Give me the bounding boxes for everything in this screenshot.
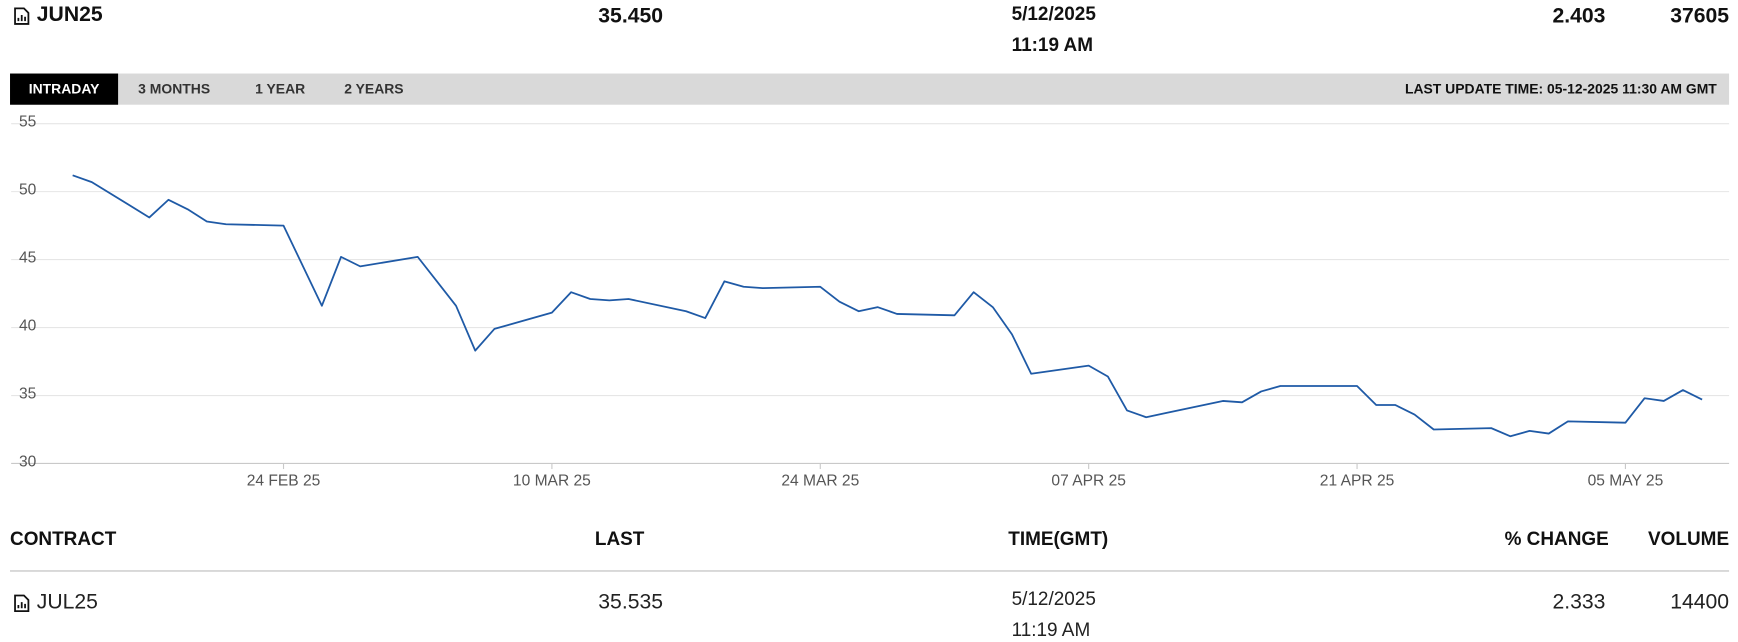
contract-name[interactable]: JUN25 [36, 3, 103, 27]
x-tick-label: 24 MAR 25 [781, 472, 859, 489]
row-volume: 14400 [1670, 590, 1730, 614]
last-update: LAST UPDATE TIME: 05-12-2025 11:30 AM GM… [1404, 81, 1717, 97]
x-tick-label: 10 MAR 25 [513, 472, 591, 489]
y-tick-label: 30 [19, 453, 37, 470]
x-tick-label: 05 MAY 25 [1588, 472, 1664, 489]
row-last: 35.535 [598, 590, 664, 614]
column-header: LAST [594, 528, 645, 550]
column-header: TIME(GMT) [1008, 528, 1109, 550]
price-line [72, 174, 1703, 438]
x-tick-label: 07 APR 25 [1051, 472, 1126, 489]
tab[interactable]: 1 YEAR [255, 81, 306, 97]
tab-bar: INTRADAY 3 MONTHS 1 YEAR 2 YEARS LAST UP… [10, 73, 1730, 105]
divider [10, 570, 1730, 572]
y-tick-label: 45 [19, 250, 37, 267]
y-tick-label: 50 [19, 182, 37, 199]
x-tick-label: 24 FEB 25 [247, 472, 321, 489]
tab[interactable]: 3 MONTHS [138, 81, 211, 97]
tab[interactable]: INTRADAY [10, 73, 119, 105]
column-header: VOLUME [1648, 528, 1730, 550]
y-tick-label: 55 [19, 114, 37, 131]
x-tick-label: 21 APR 25 [1320, 472, 1395, 489]
row-change: 2.333 [1552, 590, 1606, 614]
volume: 37605 [1670, 4, 1730, 28]
doc-icon [14, 7, 30, 25]
quote-time: 11:19 AM [1011, 34, 1094, 56]
row-time: 11:19 AM [1011, 619, 1091, 641]
row-contract[interactable]: JUL25 [36, 590, 98, 614]
last-price: 35.450 [598, 4, 664, 28]
y-tick-label: 40 [19, 318, 37, 335]
tab[interactable]: 2 YEARS [344, 81, 404, 97]
column-header: % CHANGE [1504, 528, 1609, 550]
percent-change: 2.403 [1552, 4, 1606, 28]
quote-date: 5/12/2025 [1011, 3, 1096, 25]
y-tick-label: 35 [19, 386, 37, 403]
column-header: CONTRACT [10, 528, 117, 550]
doc-icon [14, 594, 30, 612]
row-date: 5/12/2025 [1011, 588, 1096, 610]
